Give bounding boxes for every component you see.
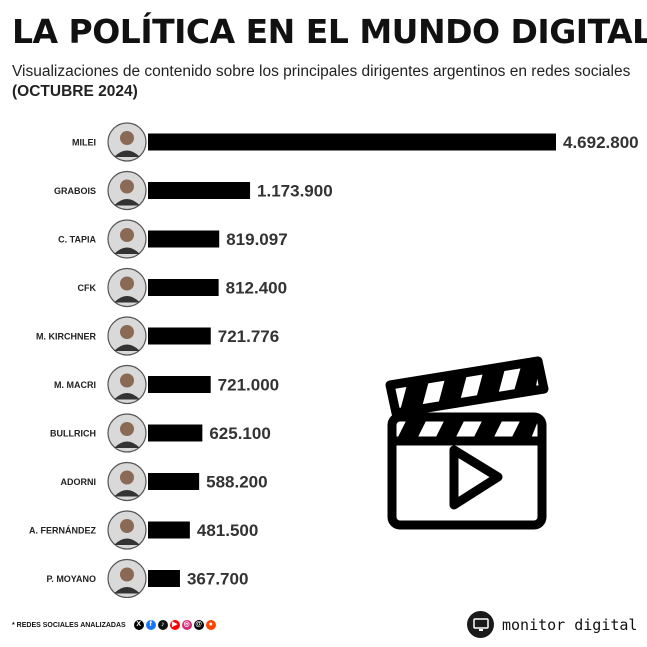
category-label: ADORNI xyxy=(61,477,97,487)
avatar-face xyxy=(120,373,134,388)
avatar-face xyxy=(120,470,134,485)
bar xyxy=(148,424,203,442)
footer-note-text: * REDES SOCIALES ANALIZADAS xyxy=(12,621,126,629)
bar xyxy=(148,182,251,199)
youtube-icon: ▶ xyxy=(169,620,180,630)
bar xyxy=(148,521,190,539)
value-label: 721.000 xyxy=(218,376,279,395)
bar-row: GRABOIS 1.173.900 xyxy=(54,170,333,211)
bar-row: M. KIRCHNER 721.776 xyxy=(36,316,279,356)
bar-row: MILEI 4.692.800 xyxy=(72,122,639,162)
avatar-body xyxy=(114,150,140,157)
value-label: 4.692.800 xyxy=(563,133,639,152)
value-label: 812.400 xyxy=(226,279,287,298)
bar-row: BULLRICH 625.100 xyxy=(50,413,271,453)
bar xyxy=(148,473,200,490)
avatar-face xyxy=(120,325,134,339)
avatar-face xyxy=(120,519,134,533)
subtitle-date: (OCTUBRE 2024) xyxy=(12,83,138,100)
avatar-face xyxy=(120,422,134,436)
brand-name: monitor digital xyxy=(502,615,638,634)
avatar-body xyxy=(114,344,140,351)
bar-row: ADORNI 588.200 xyxy=(61,461,268,502)
threads-icon: @ xyxy=(193,620,204,630)
avatar-body xyxy=(114,441,140,448)
value-label: 481.500 xyxy=(197,521,258,540)
bar xyxy=(148,327,211,345)
category-label: M. MACRI xyxy=(54,380,96,390)
avatar-body xyxy=(114,587,140,594)
bar xyxy=(148,230,220,248)
subtitle-text: Visualizaciones de contenido sobre los p… xyxy=(12,63,631,80)
category-label: CFK xyxy=(78,283,97,293)
value-label: 588.200 xyxy=(206,473,267,492)
x-icon: X xyxy=(133,620,144,630)
bar-row: P. MOYANO 367.700 xyxy=(46,558,248,598)
value-label: 1.173.900 xyxy=(257,182,333,201)
bar xyxy=(148,133,556,151)
bar xyxy=(148,570,180,587)
avatar-body xyxy=(114,247,140,254)
brand: monitor digital xyxy=(467,611,637,638)
category-label: MILEI xyxy=(72,138,96,148)
avatar-body xyxy=(114,296,140,303)
category-label: A. FERNÁNDEZ xyxy=(29,526,97,536)
bar xyxy=(148,376,211,393)
category-label: M. KIRCHNER xyxy=(36,332,96,342)
clapperboard-play-icon xyxy=(385,356,549,530)
avatar-body xyxy=(114,199,140,206)
avatar-face xyxy=(120,228,134,242)
bar xyxy=(148,279,219,296)
page-title: LA POLÍTICA EN EL MUNDO DIGITAL xyxy=(12,12,647,51)
bar-row: CFK 812.400 xyxy=(78,267,287,308)
footer-note: * REDES SOCIALES ANALIZADAS X f ♪ ▶ ◎ @ … xyxy=(12,620,216,630)
value-label: 625.100 xyxy=(209,424,270,443)
value-label: 819.097 xyxy=(226,230,287,249)
bar-row: M. MACRI 721.000 xyxy=(54,364,279,405)
reddit-icon: ● xyxy=(205,620,216,630)
monitor-icon xyxy=(467,611,494,638)
category-label: BULLRICH xyxy=(50,429,96,439)
avatar-face xyxy=(120,276,134,291)
avatar-face xyxy=(120,179,134,194)
tiktok-icon: ♪ xyxy=(157,620,168,630)
category-label: P. MOYANO xyxy=(46,574,96,584)
category-label: GRABOIS xyxy=(54,186,96,196)
bar-chart: MILEI 4.692.800 GRABOIS 1.173.900 C. TAPIA 81… xyxy=(29,122,639,598)
facebook-icon: f xyxy=(145,620,156,630)
value-label: 367.700 xyxy=(187,570,248,589)
value-label: 721.776 xyxy=(218,327,279,346)
bar-row: C. TAPIA 819.097 xyxy=(58,219,288,259)
avatar-face xyxy=(120,567,134,582)
avatar-face xyxy=(120,131,134,145)
bar-row: A. FERNÁNDEZ 481.500 xyxy=(29,510,258,550)
page-subtitle: Visualizaciones de contenido sobre los p… xyxy=(12,62,632,102)
instagram-icon: ◎ xyxy=(181,620,192,630)
avatar-body xyxy=(114,538,140,545)
category-label: C. TAPIA xyxy=(58,235,96,245)
avatar-body xyxy=(114,490,140,497)
social-icons: X f ♪ ▶ ◎ @ ● xyxy=(133,620,216,630)
avatar-body xyxy=(114,393,140,400)
